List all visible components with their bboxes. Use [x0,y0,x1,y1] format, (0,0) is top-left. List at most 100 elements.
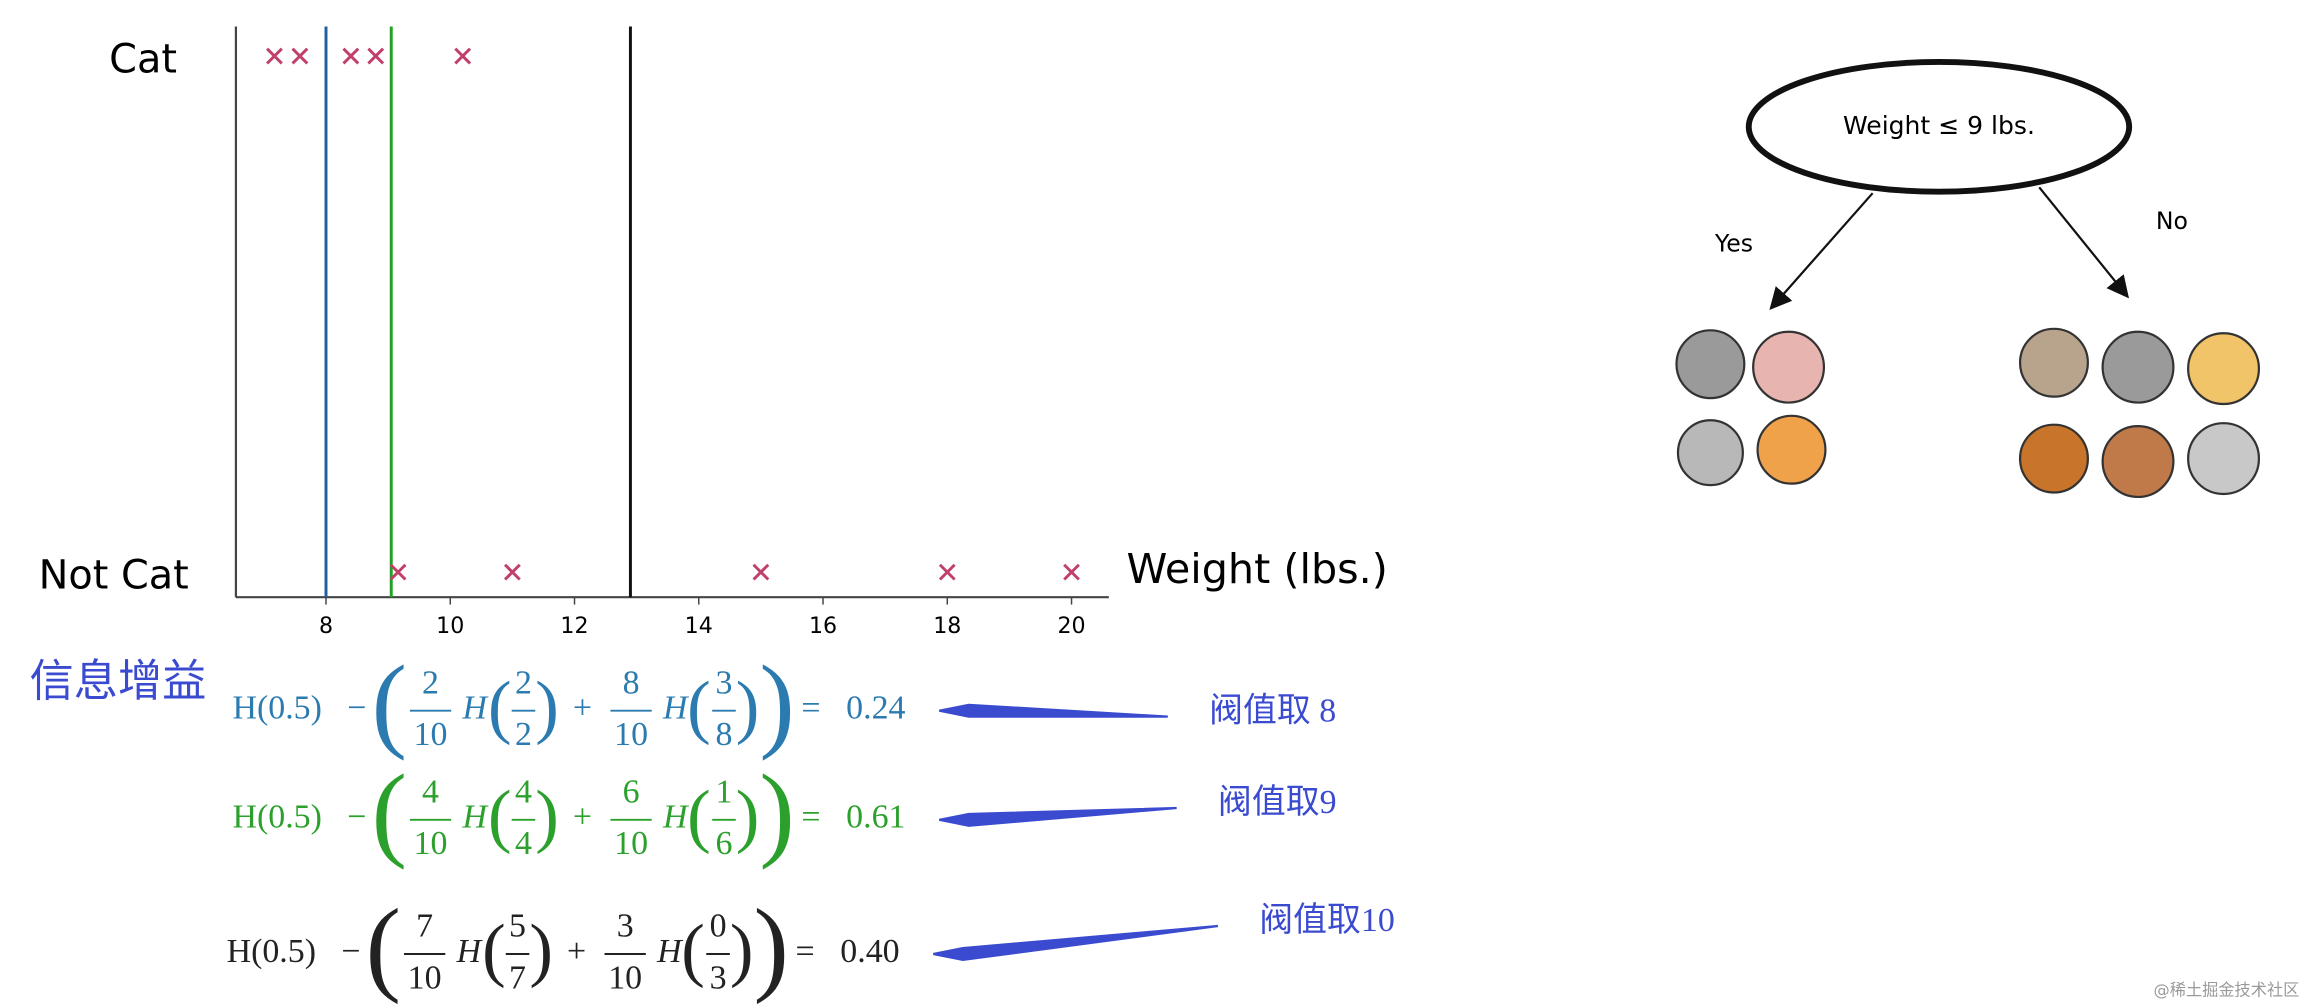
data-point [503,563,521,581]
formula-text: H [456,933,484,970]
paren: ) [736,777,760,855]
marker-stroke [454,47,472,65]
marker-stroke [1063,563,1080,581]
formula-text: H(0.5) [232,799,321,836]
x-tick-label: 8 [319,613,333,639]
fraction-numerator: 6 [623,774,640,811]
paren: ( [488,777,512,855]
fraction-numerator: 1 [715,774,732,811]
x-tick-label: 20 [1057,613,1085,639]
formula-text: H(0.5) [227,933,316,970]
x-axis-label: Weight (lbs.) [1127,545,1388,593]
paren: ( [372,752,407,870]
arrow [939,703,1168,718]
fraction-numerator: 3 [617,908,634,945]
data-point [938,563,956,581]
formula-text: − [347,690,366,727]
tree-edge [2038,186,2129,299]
fraction-numerator: 8 [623,664,640,701]
marker-stroke [389,563,407,581]
paren: ( [366,886,401,1004]
formula-text: H [662,690,690,727]
watermark: @稀土掘金技术社区 [2154,980,2300,999]
formula-text: = [801,799,820,836]
x-tick-label: 12 [560,613,588,639]
paren: ( [488,668,512,746]
arrow [933,924,1219,962]
marker-stroke [342,47,360,65]
fraction-numerator: 2 [422,664,439,701]
fraction-denominator: 6 [715,825,732,862]
edge-label: No [2156,207,2188,235]
data-point [454,47,472,65]
threshold-note: 阀值取9 [1218,783,1337,821]
marker-stroke [266,47,283,65]
data-point [342,47,360,65]
data-point [1063,563,1080,581]
threshold-note: 阀值取10 [1259,901,1395,939]
formula-text: H [656,933,684,970]
fraction-numerator: 4 [422,774,439,811]
paren: ( [482,911,506,989]
marker-stroke [367,47,385,65]
edge-label: Yes [1714,229,1753,257]
fraction-denominator: 2 [515,716,532,753]
paren: ) [535,777,559,855]
paren: ) [759,752,794,870]
formula-text: 0.61 [846,799,905,836]
paren: ) [736,668,760,746]
formula-text: − [341,933,360,970]
formula-text: = [801,690,820,727]
data-point [752,563,770,581]
x-tick-label: 14 [685,613,713,639]
paren: ) [753,886,788,1004]
paren: ( [687,777,711,855]
threshold-note: 阀值取 8 [1209,691,1336,729]
fraction-denominator: 10 [614,716,648,753]
paren: ) [759,643,794,761]
data-point [389,563,407,581]
marker-stroke [752,563,770,581]
data-point [266,47,283,65]
marker-stroke [291,47,309,65]
x-tick-label: 16 [809,613,837,639]
tree-root-label: Weight ≤ 9 lbs. [1843,111,2035,140]
formula-text: 0.24 [846,690,905,727]
paren: ( [681,911,705,989]
formula-text: = [796,933,815,970]
fraction-denominator: 4 [515,825,532,862]
x-tick-label: 18 [933,613,961,639]
y-category-label: Cat [109,36,177,82]
fraction-numerator: 3 [715,664,732,701]
arrow [939,806,1177,827]
formula-text: H [462,799,490,836]
fraction-denominator: 7 [509,959,526,996]
section-label: 信息增益 [29,657,206,706]
fraction-denominator: 8 [715,716,732,753]
formula-text: H [462,690,490,727]
data-point [367,47,385,65]
formula-text: H(0.5) [232,690,321,727]
paren: ( [372,643,407,761]
formula-text: + [573,799,592,836]
formula-text: 0.40 [840,933,899,970]
paren: ) [730,911,754,989]
x-tick-label: 10 [436,613,464,639]
tree-edge [1769,192,1874,311]
fraction-denominator: 10 [614,825,648,862]
marker-stroke [938,563,956,581]
formula-text: − [347,799,366,836]
fraction-numerator: 7 [416,908,433,945]
fraction-numerator: 0 [710,908,727,945]
fraction-numerator: 4 [515,774,532,811]
y-category-label: Not Cat [39,553,189,599]
formula-text: H [662,799,690,836]
paren: ( [687,668,711,746]
fraction-denominator: 10 [414,825,448,862]
data-point [291,47,309,65]
